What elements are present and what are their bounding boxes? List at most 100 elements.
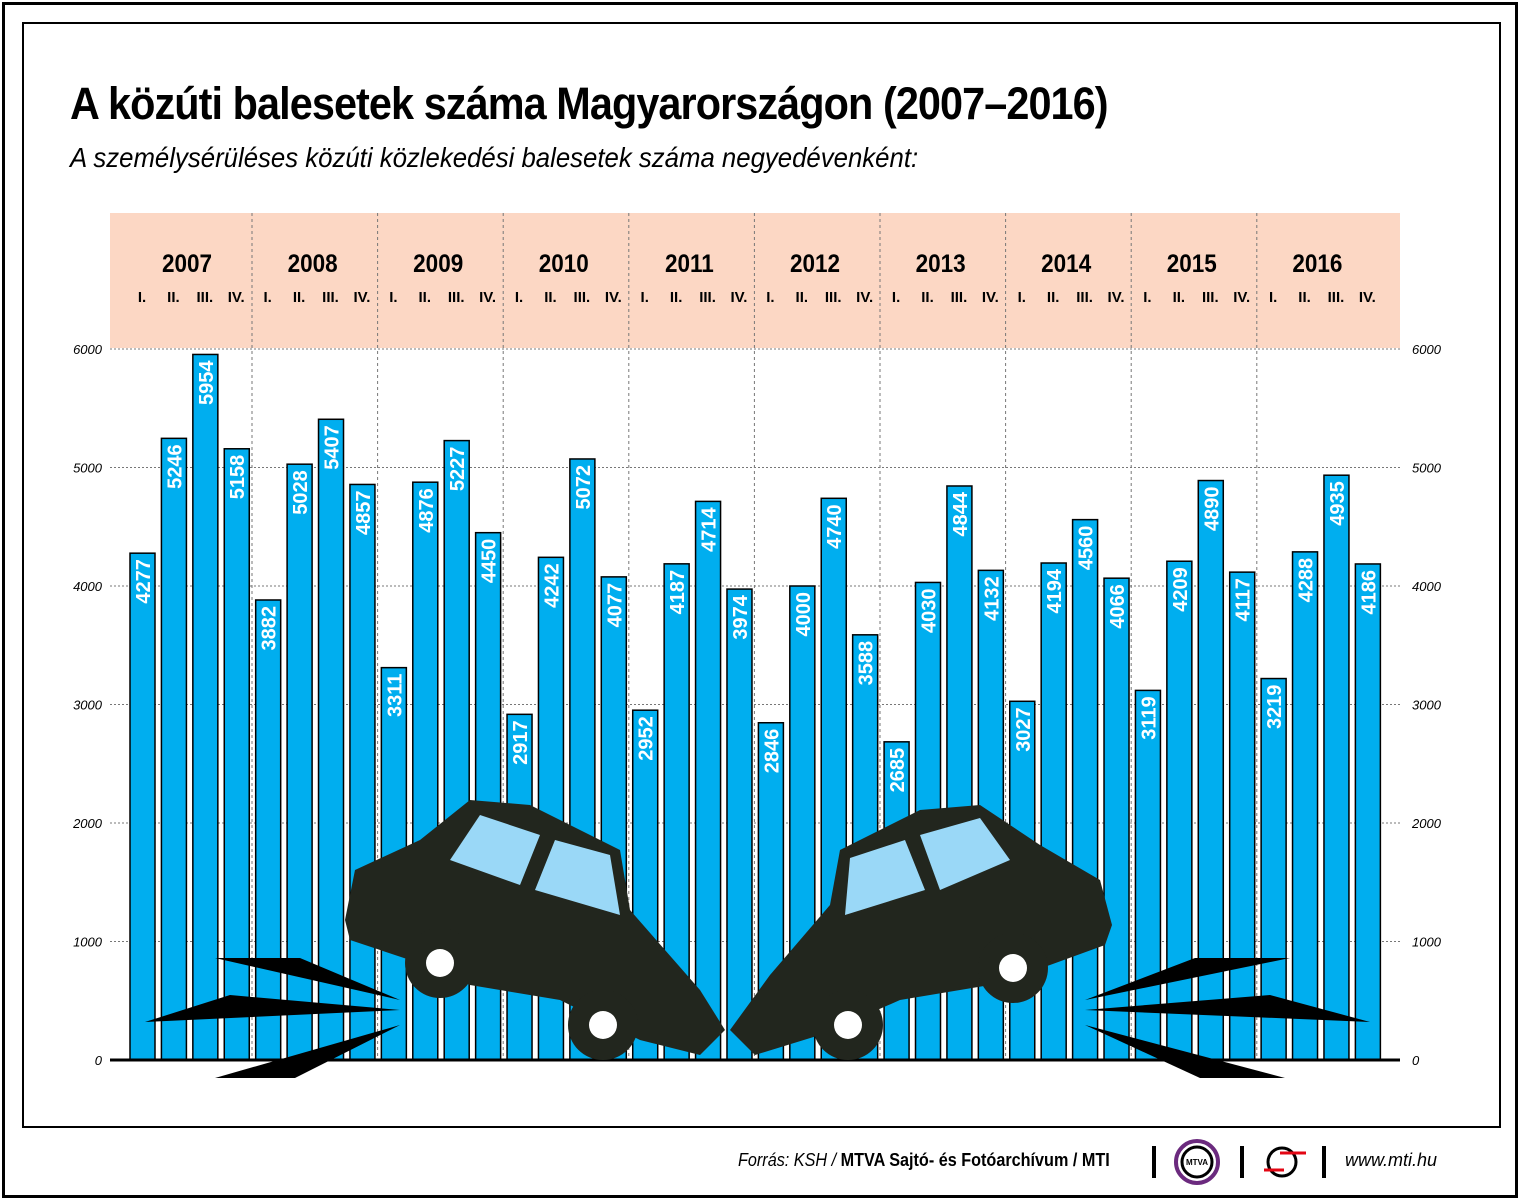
- quarter-label: III.: [1202, 289, 1219, 306]
- year-label: 2015: [1167, 250, 1217, 278]
- y-tick-label-right: 4000: [1412, 579, 1442, 594]
- value-label: 4450: [479, 539, 501, 584]
- bar: [1354, 563, 1382, 1061]
- chart-title: A közúti balesetek száma Magyarországon …: [70, 78, 1109, 129]
- motion-line: [1085, 995, 1370, 1022]
- value-label: 5028: [290, 470, 312, 515]
- y-tick-label-right: 3000: [1412, 698, 1442, 713]
- quarter-label: III.: [197, 289, 214, 306]
- quarter-label: IV.: [1359, 289, 1376, 306]
- value-label: 5158: [227, 455, 249, 500]
- quarter-label: III.: [699, 289, 716, 306]
- right-car: [730, 805, 1112, 1055]
- quarter-label: III.: [574, 289, 591, 306]
- motion-line: [215, 958, 400, 1000]
- value-label: 4844: [950, 491, 972, 536]
- quarter-label: I.: [1269, 289, 1277, 306]
- quarter-label: II.: [796, 289, 809, 306]
- quarter-label: IV.: [605, 289, 622, 306]
- value-label: 4030: [919, 588, 941, 633]
- bar: [192, 353, 219, 1061]
- value-label: 4876: [416, 488, 438, 532]
- value-label: 4242: [541, 563, 563, 608]
- value-label: 4890: [1201, 487, 1223, 532]
- value-label: 3119: [1138, 696, 1160, 739]
- value-label: 4209: [1170, 567, 1192, 612]
- value-label: 4000: [793, 592, 815, 637]
- quarter-label: IV.: [982, 289, 999, 306]
- value-label: 2917: [510, 720, 532, 765]
- quarter-label: I.: [766, 289, 774, 306]
- value-label: 5246: [164, 444, 186, 489]
- quarter-label: I.: [641, 289, 649, 306]
- value-label: 3219: [1264, 685, 1286, 730]
- motion-line: [1085, 958, 1290, 1000]
- value-label: 3027: [1013, 707, 1035, 752]
- source-prefix: Forrás: KSH /: [738, 1150, 841, 1170]
- bar: [1323, 474, 1350, 1061]
- value-label: 4857: [353, 490, 375, 535]
- right-car-window: [845, 840, 925, 915]
- chart-frame: [22, 22, 1501, 1128]
- value-label: 4132: [981, 576, 1003, 621]
- quarter-label: IV.: [479, 289, 496, 306]
- quarter-label: I.: [515, 289, 523, 306]
- year-label: 2008: [288, 250, 338, 278]
- value-label: 4186: [1358, 570, 1380, 615]
- wheel-hub: [589, 1011, 617, 1039]
- value-label: 4066: [1107, 584, 1129, 629]
- value-label: 4935: [1327, 481, 1349, 526]
- quarter-label: II.: [1173, 289, 1186, 306]
- bar: [1040, 562, 1067, 1061]
- value-label: 5954: [196, 360, 218, 405]
- quarter-label: IV.: [228, 289, 245, 306]
- quarter-label: IV.: [856, 289, 873, 306]
- bar: [1103, 577, 1130, 1061]
- value-label: 3974: [730, 594, 752, 639]
- website-link[interactable]: www.mti.hu: [1345, 1150, 1438, 1170]
- y-tick-label-left: 4000: [73, 579, 103, 594]
- wheel-hub: [426, 949, 454, 977]
- source-bold: MTVA Sajtó- és Fotóarchívum / MTI: [840, 1150, 1110, 1170]
- quarter-label: IV.: [730, 289, 747, 306]
- quarter-label: III.: [1328, 289, 1345, 306]
- year-label: 2011: [665, 250, 714, 278]
- value-label: 4560: [1076, 526, 1098, 571]
- quarter-label: I.: [389, 289, 397, 306]
- source-credit: Forrás: KSH / MTVA Sajtó- és Fotóarchívu…: [738, 1150, 1110, 1171]
- quarter-label: I.: [138, 289, 146, 306]
- motion-line: [215, 1025, 400, 1078]
- bar: [694, 500, 722, 1061]
- left-car: [345, 800, 725, 1055]
- y-tick-label-left: 2000: [72, 816, 103, 831]
- year-label: 2012: [790, 250, 840, 278]
- value-label: 3882: [259, 606, 281, 651]
- year-label: 2010: [539, 250, 589, 278]
- bar: [223, 448, 251, 1061]
- bar: [1134, 689, 1162, 1061]
- bar: [349, 483, 376, 1061]
- value-label: 5227: [447, 447, 469, 492]
- left-car-window: [535, 840, 620, 915]
- quarter-label: I.: [264, 289, 272, 306]
- quarter-label: II.: [921, 289, 934, 306]
- chart-subtitle: A személysérüléses közúti közlekedési ba…: [70, 142, 919, 173]
- header-band: [110, 213, 1400, 348]
- y-tick-label-left: 6000: [73, 342, 103, 357]
- value-label: 3588: [856, 641, 878, 686]
- bar: [129, 552, 156, 1061]
- quarter-label: II.: [293, 289, 306, 306]
- quarter-label: III.: [322, 289, 339, 306]
- quarter-label: III.: [448, 289, 465, 306]
- y-tick-label-right: 1000: [1412, 935, 1442, 950]
- quarter-label: II.: [419, 289, 432, 306]
- value-label: 4740: [824, 504, 846, 549]
- bar: [726, 588, 753, 1061]
- y-tick-label-left: 0: [95, 1053, 103, 1068]
- value-label: 2685: [887, 748, 909, 793]
- quarter-label: II.: [544, 289, 557, 306]
- y-tick-label-right: 0: [1412, 1053, 1420, 1068]
- y-tick-label-left: 1000: [73, 935, 103, 950]
- value-label: 4077: [604, 583, 626, 628]
